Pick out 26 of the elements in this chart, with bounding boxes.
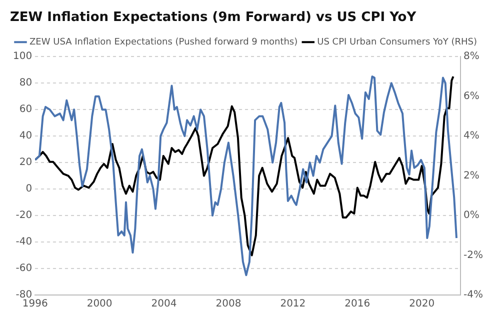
legend-label: ZEW USA Inflation Expectations (Pushed forward 9 months)	[30, 37, 298, 48]
y-tick-label: 0	[26, 184, 32, 195]
x-tick-label: 2016	[344, 298, 370, 310]
y2-tick-label: 0%	[464, 210, 480, 222]
x-tick-label: 1996	[22, 298, 48, 310]
y2-tick-label: 6%	[464, 90, 480, 102]
y-tick-label: 60	[19, 104, 32, 116]
y-tick-label: 40	[19, 130, 32, 142]
y2-tick-label: 4%	[464, 130, 480, 142]
chart-title: ZEW Inflation Expectations (9m Forward) vs US CPI YoY	[10, 10, 417, 26]
x-tick-label: 2020	[409, 298, 435, 310]
y-tick-label: 20	[19, 157, 32, 168]
x-tick-label: 2004	[151, 298, 177, 310]
y-tick-label: -20	[16, 210, 32, 222]
y2-tick-label: -2%	[464, 250, 484, 261]
y-tick-label: -40	[16, 236, 32, 248]
y2-tick-label: 8%	[464, 51, 480, 62]
x-tick-label: 2012	[280, 298, 306, 310]
legend-label: US CPI Urban Consumers YoY (RHS)	[317, 37, 477, 48]
x-tick-label: 2008	[216, 298, 242, 310]
x-tick-label: 2000	[86, 298, 112, 310]
y2-tick-label: 2%	[464, 170, 480, 182]
y-tick-label: -60	[16, 263, 32, 274]
y2-tick-label: -4%	[464, 290, 484, 301]
y-tick-label: 100	[12, 51, 32, 62]
y-tick-label: 80	[19, 78, 32, 89]
